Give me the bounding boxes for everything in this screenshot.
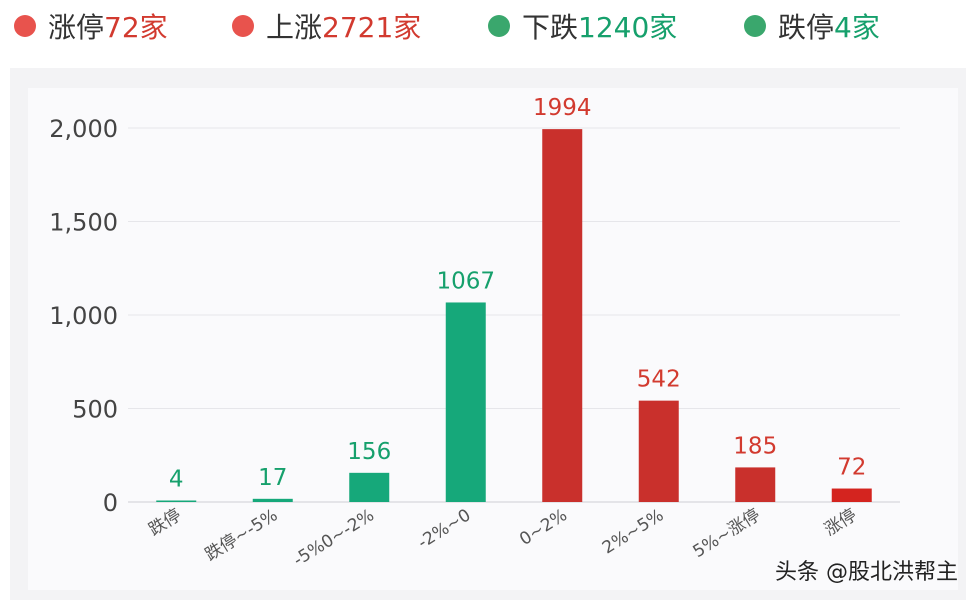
legend-prefix: 上涨: [266, 11, 323, 44]
legend-prefix: 下跌: [522, 11, 579, 44]
y-tick-label: 1,500: [49, 209, 118, 237]
chart-panel: [10, 68, 966, 600]
x-tick-label: 涨停: [821, 505, 860, 540]
legend-value: 4家: [834, 11, 880, 44]
legend-item-limit-up: 涨停 72家: [14, 6, 168, 46]
legend-prefix: 涨停: [48, 11, 105, 44]
legend-item-rise: 上涨 2721家: [232, 6, 421, 46]
data-label: 1067: [436, 268, 495, 294]
data-label: 72: [837, 455, 866, 481]
x-tick-label: -5%0~-2%: [290, 505, 378, 570]
bar: [638, 400, 679, 502]
bar: [349, 472, 390, 502]
bar: [252, 498, 293, 502]
data-label: 542: [637, 367, 681, 393]
legend-value: 2721家: [322, 11, 422, 44]
legend: 涨停 72家 上涨 2721家 下跌 1240家 跌停 4家: [0, 0, 976, 52]
data-label: 156: [347, 439, 391, 465]
data-label: 1994: [533, 95, 592, 121]
data-label: 17: [258, 465, 287, 491]
x-tick-label: 2%~5%: [599, 505, 667, 558]
x-tick-label: 跌停: [145, 505, 184, 540]
legend-dot-green: [744, 15, 766, 37]
bar: [156, 500, 197, 502]
y-tick-label: 0: [103, 489, 118, 517]
x-tick-label: 5%~涨停: [690, 505, 764, 562]
legend-dot-red: [14, 15, 36, 37]
x-tick-label: 0~2%: [516, 505, 571, 550]
x-tick-label: -2%~0: [414, 505, 474, 553]
bar: [445, 302, 486, 502]
legend-dot-red: [232, 15, 254, 37]
legend-prefix: 跌停: [778, 11, 835, 44]
plot-background: [28, 88, 958, 590]
x-tick-label: 跌停~-5%: [202, 505, 282, 565]
legend-value: 72家: [104, 11, 168, 44]
legend-item-limit-down: 跌停 4家: [744, 6, 880, 46]
y-tick-label: 500: [72, 396, 118, 424]
y-tick-label: 1,000: [49, 302, 118, 330]
bar: [542, 129, 583, 502]
data-label: 185: [733, 433, 777, 459]
legend-value: 1240家: [578, 11, 678, 44]
legend-dot-green: [488, 15, 510, 37]
watermark: 头条 @股北洪帮主: [775, 560, 958, 585]
bar: [735, 467, 776, 502]
legend-item-fall: 下跌 1240家: [488, 6, 677, 46]
y-tick-label: 2,000: [49, 115, 118, 143]
data-label: 4: [169, 467, 184, 493]
bar: [831, 488, 872, 502]
